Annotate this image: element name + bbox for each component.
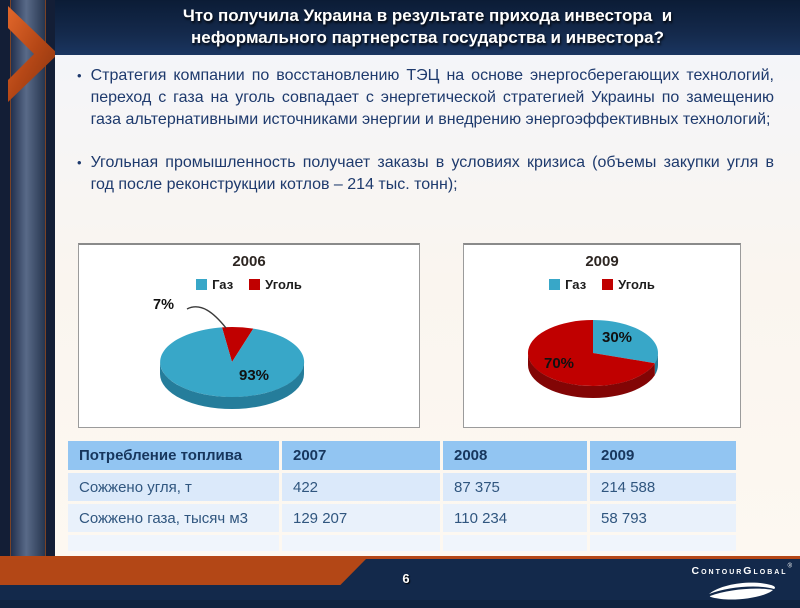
gas-2007-value: 129 207: [282, 504, 440, 532]
coal-2009-value: 214 588: [590, 473, 736, 501]
pie-side-gas-2009: [654, 353, 658, 376]
legend-label-gas: Газ: [565, 277, 587, 292]
pie-chart-2006: 2006 Газ Уголь 7% 93%: [78, 243, 420, 428]
legend-label-gas: Газ: [212, 277, 234, 292]
bullet-marker: •: [77, 155, 82, 170]
pie-2009-graphic: [527, 320, 658, 398]
brand-trademark: ®: [787, 563, 792, 570]
gas-swatch-icon: [196, 279, 208, 290]
pct-label-coal-2009: 70%: [544, 355, 575, 372]
pct-label-gas-2006: 93%: [239, 367, 270, 384]
slide-title-line1: Что получила Украина в результате приход…: [182, 5, 673, 25]
table-row-gas: Сожжено газа, тысяч м3 129 207 110 234 5…: [68, 504, 736, 532]
row-label-coal: Сожжено угля, т: [68, 473, 279, 501]
content-panel: • Стратегия компании по восстановлению Т…: [55, 55, 800, 556]
table-header-2009: 2009: [590, 441, 736, 470]
legend-item-coal: Уголь: [249, 277, 302, 292]
coal-swatch-icon: [249, 279, 261, 290]
gas-swatch-icon: [549, 279, 561, 290]
chevron-right-icon: [8, 6, 58, 102]
slide-footer: 6 ContourGlobal®: [0, 556, 800, 600]
legend-label-coal: Уголь: [265, 277, 302, 292]
brand-logo: ContourGlobal®: [692, 561, 792, 608]
table-header-fuel: Потребление топлива: [68, 441, 279, 470]
bullet-text: Стратегия компании по восстановлению ТЭЦ…: [90, 67, 774, 128]
slide-title-line2: неформального партнерства государства и …: [191, 27, 664, 47]
table-header-2008: 2008: [443, 441, 587, 470]
pie-slice-gas-2009: [593, 320, 658, 364]
table-empty-row: [68, 535, 736, 551]
chart-title-2009: 2009: [585, 253, 619, 270]
coal-2007-value: 422: [282, 473, 440, 501]
sidebar-decoration: [0, 0, 58, 556]
legend-label-coal: Уголь: [618, 277, 655, 292]
pie-slice-gas-2006: [160, 327, 305, 398]
footer-accent-line: [0, 556, 800, 559]
leader-line-7pct: [186, 306, 227, 329]
page-number: 6: [402, 571, 410, 586]
fuel-consumption-table: Потребление топлива 2007 2008 2009 Сожже…: [65, 438, 739, 554]
pie-2006-graphic: [160, 306, 305, 409]
pct-label-gas-2009: 30%: [602, 329, 633, 346]
pie-slice-coal-2009: [527, 320, 655, 386]
bullet-list: • Стратегия компании по восстановлению Т…: [77, 65, 774, 217]
legend-item-coal: Уголь: [602, 277, 655, 292]
gas-2008-value: 110 234: [443, 504, 587, 532]
coal-swatch-icon: [602, 279, 614, 290]
chart-title-2006: 2006: [232, 253, 266, 270]
table-header-2007: 2007: [282, 441, 440, 470]
brand-wordmark: ContourGlobal: [691, 565, 788, 577]
pie-side-coal-2009: [528, 353, 655, 398]
chart-legend-2009: Газ Уголь: [464, 277, 740, 292]
table-row-coal: Сожжено угля, т 422 87 375 214 588: [68, 473, 736, 501]
chart-legend-2006: Газ Уголь: [79, 277, 419, 292]
bullet-item-strategy: • Стратегия компании по восстановлению Т…: [77, 65, 774, 131]
bullet-item-coal-industry: • Угольная промышленность получает заказ…: [77, 152, 774, 196]
pie-slice-coal-2006: [222, 327, 254, 362]
bullet-text: Угольная промышленность получает заказы …: [90, 154, 774, 193]
pct-label-coal-2006: 7%: [153, 297, 174, 313]
table-header-row: Потребление топлива 2007 2008 2009: [68, 441, 736, 470]
slide-header: Что получила Украина в результате приход…: [55, 0, 800, 55]
bullet-marker: •: [77, 68, 82, 83]
pie-chart-2009: 2009 Газ Уголь 30% 70%: [463, 243, 741, 428]
pie-side-gas-2006: [160, 362, 304, 409]
contourglobal-swoosh-icon: [708, 582, 775, 600]
legend-item-gas: Газ: [196, 277, 233, 292]
coal-2008-value: 87 375: [443, 473, 587, 501]
gas-2009-value: 58 793: [590, 504, 736, 532]
legend-item-gas: Газ: [549, 277, 586, 292]
footer-orange-wedge: [0, 559, 366, 585]
row-label-gas: Сожжено газа, тысяч м3: [68, 504, 279, 532]
